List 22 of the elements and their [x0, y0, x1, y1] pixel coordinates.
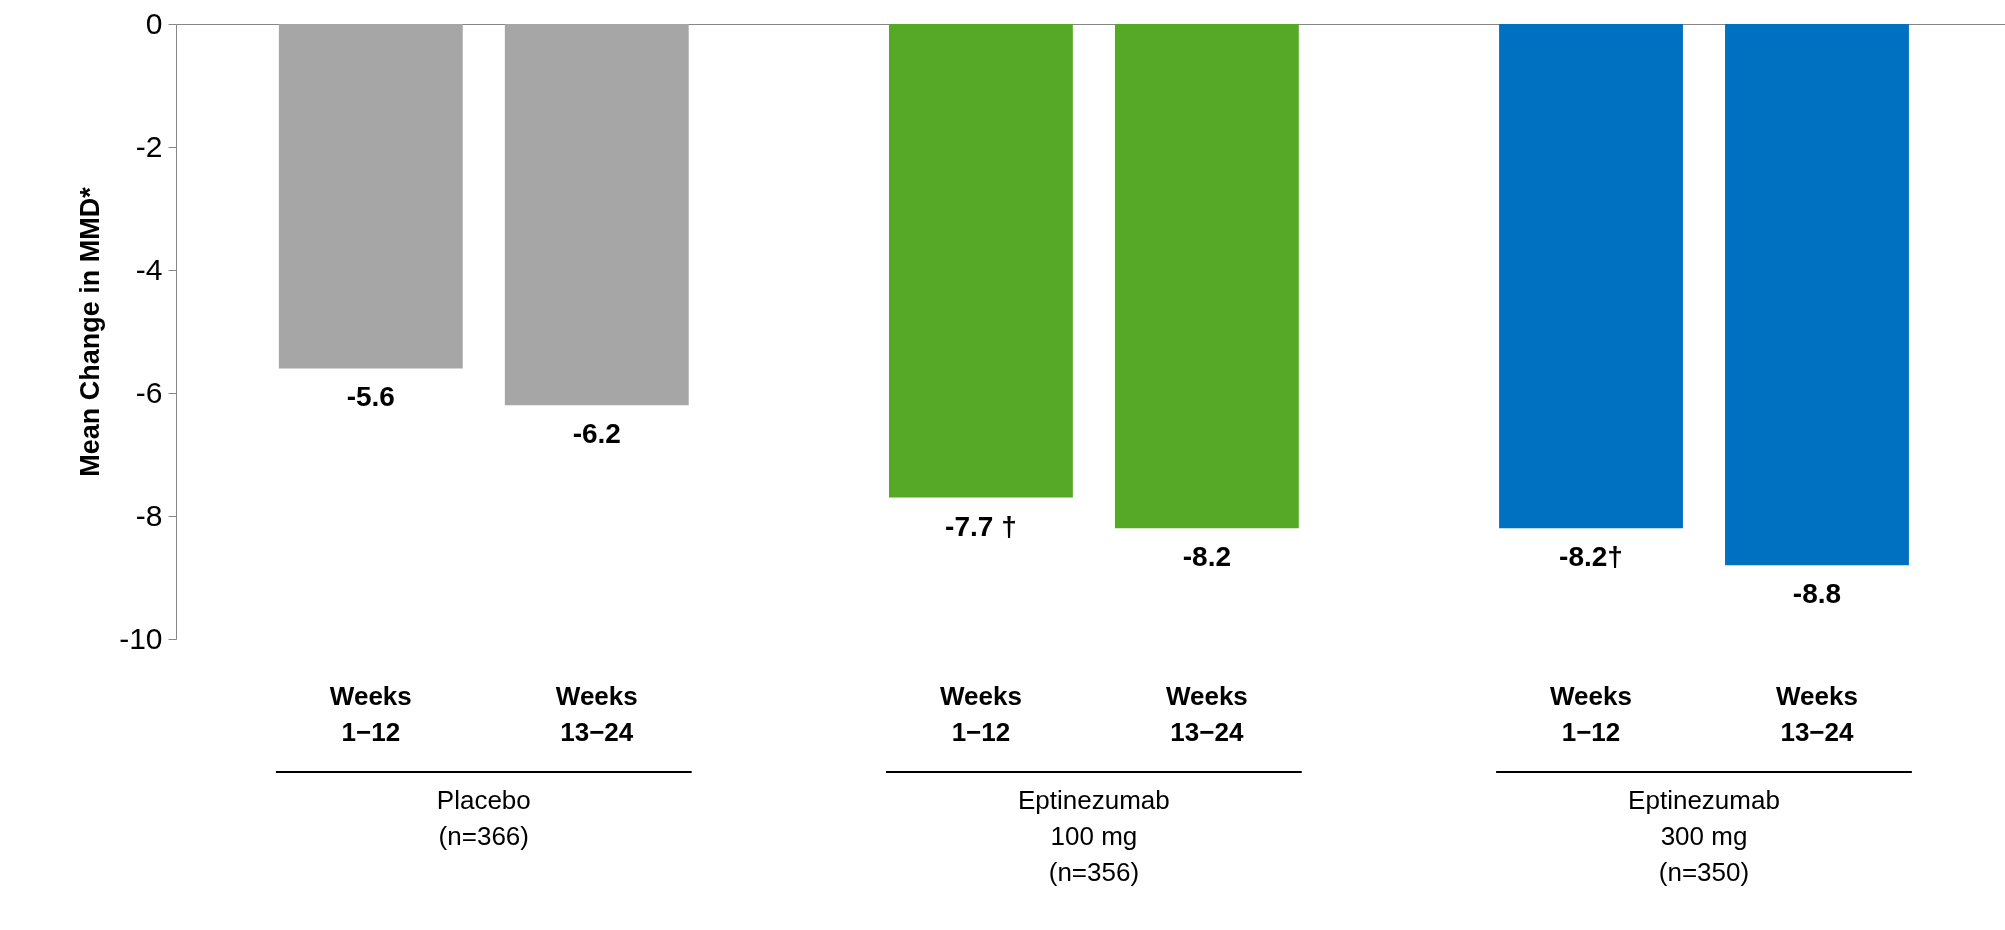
y-tick-label: 0 — [145, 6, 163, 40]
data-label: -5.6 — [346, 381, 395, 413]
x-tick-label: Weeks 1−12 — [1550, 681, 1632, 747]
x-tick-label: Weeks 13−24 — [1776, 681, 1858, 747]
x-tick-label: Weeks 1−12 — [329, 681, 412, 747]
data-label: -8.2 — [1182, 541, 1231, 573]
y-tick-label: -10 — [119, 621, 163, 655]
data-label: -8.8 — [1792, 578, 1842, 610]
x-tick-label: Weeks 13−24 — [555, 681, 638, 747]
y-axis-title: Mean Change in MMD* — [75, 186, 106, 477]
y-tick-label: -6 — [135, 375, 163, 409]
y-tick-label: -2 — [135, 129, 163, 163]
data-label: -6.2 — [572, 418, 621, 450]
text: Placebo (n=366) — [436, 785, 531, 851]
text: Eptinezumab 300 mg (n=350) — [1628, 785, 1780, 887]
text: Eptinezumab 100 mg (n=356) — [1018, 785, 1170, 887]
y-tick-label: -4 — [135, 252, 163, 286]
x-tick-label: Weeks 13−24 — [1165, 681, 1248, 747]
data-label: -7.7 † — [945, 510, 1017, 542]
data-label: -8.2† — [1559, 541, 1623, 573]
x-tick-label: Weeks 1−12 — [939, 681, 1022, 747]
y-tick-label: -8 — [135, 498, 163, 532]
